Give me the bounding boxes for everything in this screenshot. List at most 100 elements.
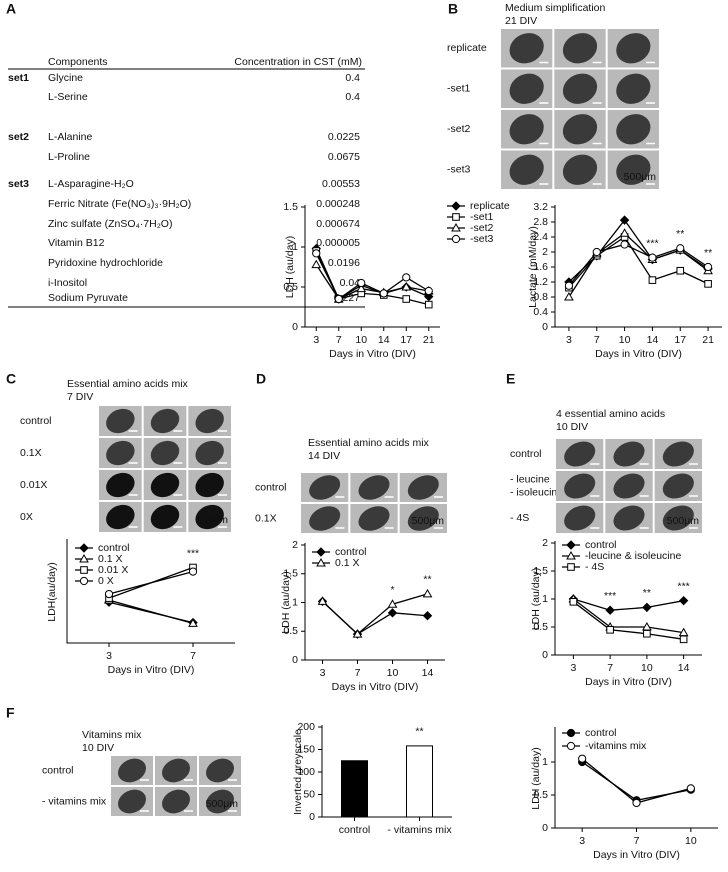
series-line: [315, 264, 429, 300]
y-tick-label: 1.5: [283, 568, 298, 580]
slice-tissue: [150, 504, 180, 530]
y-tick-label: 2: [542, 537, 548, 549]
x-tick-label: 7: [355, 667, 361, 679]
y-axis-label: LDH (au/day): [530, 568, 542, 630]
x-axis-label: Days in Vitro (DIV): [585, 676, 672, 688]
component: Ferric Nitrate (Fe(NO₃)₃·9H₂O): [48, 198, 191, 210]
marker: [679, 635, 688, 644]
marker: [317, 596, 328, 605]
marker: [451, 201, 461, 211]
x-axis-label: Days in Vitro (DIV): [595, 348, 682, 360]
bar: [341, 760, 368, 818]
slice-tissue: [509, 73, 544, 104]
y-tick-label: 2: [542, 246, 548, 258]
series-line: [322, 593, 428, 635]
marker: [79, 576, 89, 586]
set-label: set1: [8, 72, 29, 84]
panel-label: E: [506, 371, 515, 387]
slice-tissue: [358, 506, 390, 531]
x-tick-label: 10: [387, 667, 399, 679]
concentration: 0.000248: [316, 198, 360, 210]
legend-label: 0.1 X: [335, 557, 360, 569]
x-tick-label: 17: [400, 334, 412, 346]
row-label: control: [20, 415, 52, 427]
row-label: - leucine: [510, 473, 550, 485]
slice-tissue: [118, 789, 146, 814]
slice-tissue: [106, 408, 135, 434]
slice-tissue: [509, 33, 544, 64]
marker: [676, 266, 685, 275]
marker: [578, 754, 587, 763]
series-line: [581, 761, 691, 801]
image-subtitle: 21 DIV: [505, 15, 537, 27]
panel-label: A: [6, 1, 16, 17]
marker: [379, 289, 388, 298]
marker: [619, 215, 630, 225]
x-tick-label: 3: [570, 662, 576, 674]
slice-tissue: [662, 505, 694, 531]
slice-tissue: [309, 506, 341, 531]
y-tick-label: 1: [292, 596, 298, 608]
row-label: control: [255, 481, 287, 493]
marker: [104, 589, 114, 599]
marker: [605, 605, 615, 615]
marker: [188, 567, 198, 576]
concentration: 0.000674: [316, 218, 360, 230]
legend-label: 0 X: [98, 575, 114, 587]
marker: [564, 291, 574, 301]
x-tick-label: 14: [678, 662, 690, 674]
scale-bar-label: 500μm: [206, 798, 239, 810]
marker: [569, 598, 578, 606]
x-tick-label: 7: [336, 334, 342, 346]
marker: [643, 629, 651, 638]
marker: [188, 618, 198, 627]
slice-tissue: [195, 504, 224, 530]
slice-tissue: [562, 33, 598, 64]
row-label: 0.1X: [255, 512, 277, 524]
marker: [334, 294, 343, 304]
slice-tissue: [613, 473, 645, 499]
y-axis-label: LDH (au/day): [280, 571, 292, 633]
row-label: -set2: [447, 123, 471, 135]
y-tick-label: 0: [542, 649, 548, 661]
y-tick-label: 1.2: [533, 276, 548, 288]
image-subtitle: 14 DIV: [308, 450, 340, 462]
marker: [676, 244, 685, 253]
y-tick-label: 50: [303, 788, 315, 800]
marker: [704, 280, 712, 288]
row-label: - 4S: [510, 512, 529, 524]
component: L-Asparagine-H₂O: [48, 178, 134, 190]
marker: [424, 300, 433, 309]
scale-bar-label: 500μm: [624, 171, 657, 183]
x-tick-label: 17: [674, 334, 686, 346]
y-tick-label: 0: [292, 321, 298, 333]
x-tick-label: 21: [702, 334, 714, 346]
y-tick-label: 2.4: [533, 231, 548, 243]
y-tick-label: 3.2: [533, 201, 548, 213]
y-tick-label: 0: [292, 654, 298, 666]
image-title: Essential amino acids mix: [67, 378, 189, 390]
marker: [567, 563, 575, 571]
slice-tissue: [162, 758, 190, 783]
y-tick-label: 1.5: [283, 201, 298, 213]
marker: [79, 543, 89, 553]
slice-tissue: [616, 33, 651, 64]
x-tick-label: 7: [190, 650, 196, 662]
marker: [566, 550, 576, 560]
legend-label: control: [585, 727, 617, 739]
y-tick-label: 1: [292, 241, 298, 253]
slice-tissue: [509, 114, 544, 145]
y-tick-label: 0.5: [283, 281, 298, 293]
row-label: 0.01X: [20, 479, 47, 491]
row-label: 0.1X: [20, 447, 42, 459]
marker: [356, 283, 367, 293]
marker: [620, 240, 629, 249]
concentration: 0.4: [345, 91, 360, 103]
x-tick-label: 3: [106, 650, 112, 662]
slice-tissue: [562, 114, 598, 145]
panel-label: F: [6, 705, 15, 721]
slice-tissue: [613, 441, 645, 467]
x-axis-label: Days in Vitro (DIV): [593, 849, 680, 861]
slice-tissue: [150, 408, 180, 434]
slice-tissue: [407, 506, 439, 531]
